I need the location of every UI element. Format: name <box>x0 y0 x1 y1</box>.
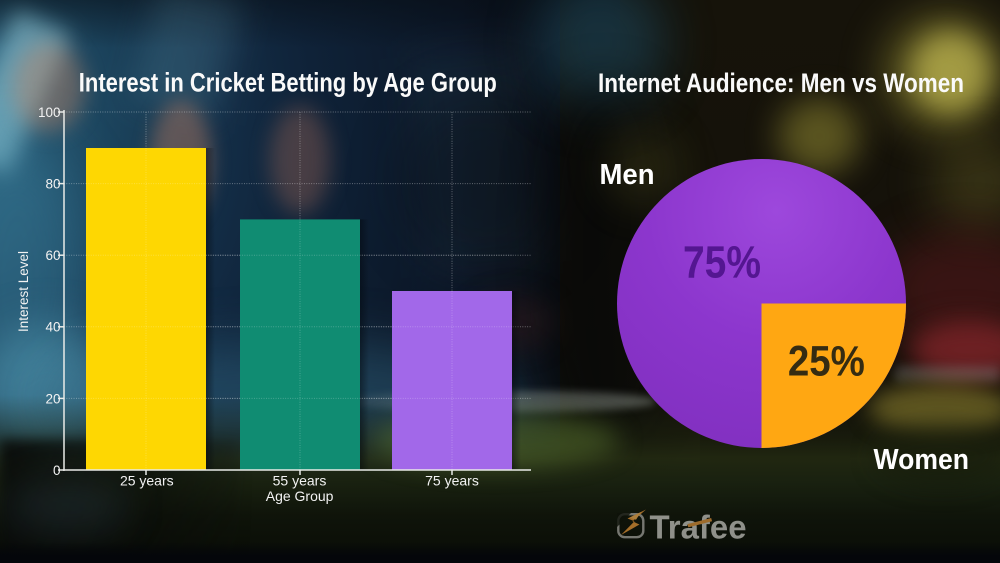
svg-text:40: 40 <box>45 320 60 335</box>
svg-text:60: 60 <box>45 248 60 263</box>
svg-text:20: 20 <box>45 391 60 406</box>
svg-text:0: 0 <box>53 463 61 478</box>
svg-text:Men: Men <box>600 159 655 191</box>
svg-text:25 years: 25 years <box>120 473 174 489</box>
svg-text:Interest Level: Interest Level <box>16 251 31 332</box>
svg-text:Trafee: Trafee <box>650 510 747 547</box>
svg-text:Internet Audience: Men vs Wome: Internet Audience: Men vs Women <box>598 68 964 98</box>
svg-text:75%: 75% <box>683 237 761 288</box>
svg-text:25%: 25% <box>788 338 865 386</box>
svg-text:55 years: 55 years <box>273 473 327 489</box>
svg-text:Women: Women <box>874 444 970 476</box>
svg-text:Age Group: Age Group <box>266 488 334 504</box>
svg-text:80: 80 <box>45 177 60 192</box>
svg-text:Interest in Cricket Betting by: Interest in Cricket Betting by Age Group <box>79 67 497 97</box>
svg-text:75 years: 75 years <box>425 473 479 489</box>
svg-text:100: 100 <box>38 105 61 120</box>
